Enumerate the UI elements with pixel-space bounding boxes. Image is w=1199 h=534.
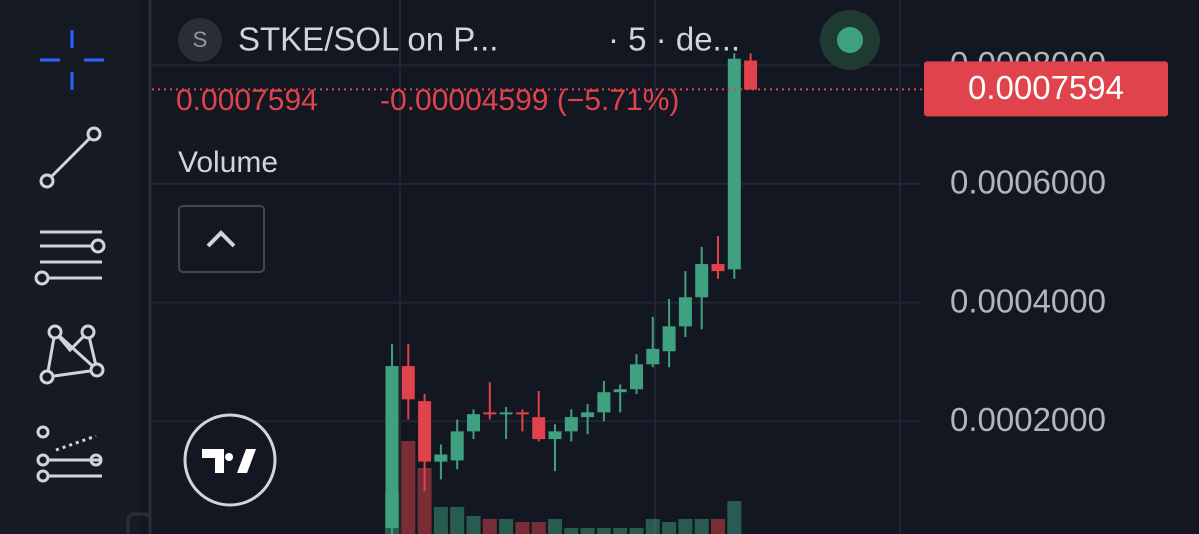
symbol-badge xyxy=(178,18,222,62)
candle-body xyxy=(662,326,676,352)
candle-body xyxy=(581,412,595,418)
volume-label: Volume xyxy=(178,146,278,179)
volume-bar xyxy=(499,519,514,534)
volume-bar xyxy=(711,519,725,534)
symbol-title[interactable]: STKE/SOL on P... xyxy=(238,21,498,58)
interval: · 5 · de... xyxy=(608,21,740,58)
volume-bar xyxy=(694,519,709,534)
candle-body xyxy=(385,366,399,529)
volume-bar xyxy=(662,522,677,534)
volume-bar xyxy=(629,528,644,534)
volume-bar xyxy=(564,528,579,534)
candle-body xyxy=(483,412,497,415)
volume-bar xyxy=(678,519,693,534)
last-price-box xyxy=(924,61,1168,117)
forecast-tool[interactable] xyxy=(36,425,103,483)
volume-bar xyxy=(548,519,562,534)
volume-bar xyxy=(482,519,497,534)
candle-body xyxy=(450,431,464,461)
toolbar xyxy=(0,0,140,534)
candle-body xyxy=(532,417,546,440)
volume-bar xyxy=(515,522,530,534)
toolbar-scroll[interactable] xyxy=(126,512,152,534)
collapse-button[interactable] xyxy=(178,205,265,273)
volume-bar xyxy=(433,507,448,534)
volume-bar xyxy=(466,516,481,534)
trendline-tool[interactable] xyxy=(39,126,102,189)
y-tick-label: 0.0004000 xyxy=(950,282,1106,319)
volume-bar xyxy=(727,501,742,534)
legend-change: -0.00004599 (−5.71%) xyxy=(380,84,679,117)
volume-bar xyxy=(613,528,628,534)
candle-body xyxy=(434,454,448,462)
volume-bar xyxy=(645,519,660,534)
volume-bar xyxy=(417,468,432,534)
crosshair-tool[interactable] xyxy=(40,30,104,90)
tv-logo-mark xyxy=(202,449,256,473)
volume-bar xyxy=(531,522,546,534)
candle-body xyxy=(467,414,480,432)
collapse-icon xyxy=(206,230,236,248)
legend-price: 0.0007594 xyxy=(176,84,318,117)
candle-body xyxy=(630,364,643,390)
candle-body xyxy=(499,412,513,415)
candle-body xyxy=(515,412,529,415)
candle-body xyxy=(678,297,692,327)
candle-body xyxy=(597,392,611,413)
volume-bar xyxy=(401,441,416,534)
candle-body xyxy=(695,264,709,298)
symbol-badge-text: S xyxy=(193,27,208,52)
candle-body xyxy=(711,264,725,272)
fib-tool[interactable] xyxy=(34,230,106,286)
y-tick-label: 0.0002000 xyxy=(950,401,1106,438)
volume-bar xyxy=(450,507,465,534)
candle-body xyxy=(564,417,578,432)
candle-body xyxy=(418,401,432,462)
last-price-label: 0.0007594 xyxy=(968,69,1124,106)
candle-body xyxy=(613,389,627,393)
candle-body xyxy=(727,58,741,270)
candle-body xyxy=(401,366,415,400)
volume-bar xyxy=(580,528,595,534)
y-tick-label: 0.0006000 xyxy=(950,164,1106,201)
candle-body xyxy=(744,60,758,90)
candle-body xyxy=(646,348,660,365)
candle-body xyxy=(548,431,562,440)
status-dot xyxy=(837,27,863,53)
pattern-tool[interactable] xyxy=(39,324,105,385)
volume-bar xyxy=(596,528,611,534)
